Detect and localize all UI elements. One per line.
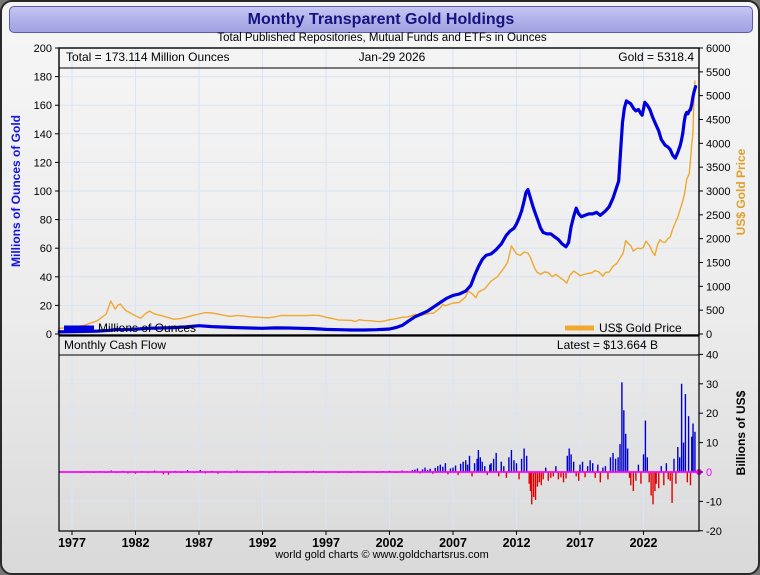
svg-text:0: 0 [46,329,52,341]
svg-text:1977: 1977 [58,536,86,550]
svg-text:5500: 5500 [706,67,730,79]
svg-text:40: 40 [40,272,52,284]
svg-text:20: 20 [40,300,52,312]
svg-text:1500: 1500 [706,258,730,270]
svg-text:2000: 2000 [706,234,730,246]
svg-text:100: 100 [34,186,52,198]
svg-text:2002: 2002 [376,536,404,550]
svg-text:0: 0 [706,329,712,341]
legend-gold-price-label: US$ Gold Price [599,321,682,335]
left-axis-title: Millions of Ounces of Gold [9,115,23,267]
svg-text:2017: 2017 [566,536,594,550]
chart-subtitle: Total Published Repositories, Mutual Fun… [217,32,547,44]
svg-text:0: 0 [706,467,712,479]
annotation-total-holdings: Total = 173.114 Million Ounces [66,50,230,64]
svg-text:4000: 4000 [706,138,730,150]
svg-text:1982: 1982 [122,536,150,550]
svg-text:-20: -20 [706,526,722,538]
svg-text:4500: 4500 [706,115,730,127]
svg-text:10: 10 [706,438,718,450]
svg-text:20: 20 [706,408,718,420]
svg-text:80: 80 [40,215,52,227]
svg-text:6000: 6000 [706,43,730,55]
svg-text:200: 200 [34,43,52,55]
svg-text:160: 160 [34,100,52,112]
svg-text:120: 120 [34,157,52,169]
svg-text:40: 40 [706,349,718,361]
svg-text:2007: 2007 [439,536,467,550]
svg-text:30: 30 [706,379,718,391]
svg-text:2500: 2500 [706,210,730,222]
chart-title: Monthy Transparent Gold Holdings [9,6,753,33]
svg-text:2022: 2022 [630,536,658,550]
svg-text:5000: 5000 [706,91,730,103]
svg-text:1987: 1987 [185,536,213,550]
annotation-date: Jan-29 2026 [358,50,426,64]
svg-text:500: 500 [706,305,724,317]
svg-text:1000: 1000 [706,281,730,293]
cashflow-panel-label: Monthly Cash Flow [64,338,167,352]
svg-text:3500: 3500 [706,162,730,174]
svg-text:-10: -10 [706,496,722,508]
svg-text:2012: 2012 [503,536,531,550]
svg-text:180: 180 [34,72,52,84]
svg-text:140: 140 [34,129,52,141]
svg-text:3000: 3000 [706,186,730,198]
svg-text:60: 60 [40,243,52,255]
right-axis-title: US$ Gold Price [734,148,748,236]
legend-millions-of-ounces-label: Millions of Ounces [98,321,197,335]
svg-text:1997: 1997 [312,536,340,550]
bottom-right-axis-title: Billions of US$ [734,390,748,476]
footer-credit: world gold charts © www.goldchartsrus.co… [275,549,489,561]
svg-text:1992: 1992 [249,536,277,550]
annotation-gold-price: Gold = 5318.4 [618,50,694,64]
cashflow-latest-value: Latest = $13.664 B [556,338,658,352]
